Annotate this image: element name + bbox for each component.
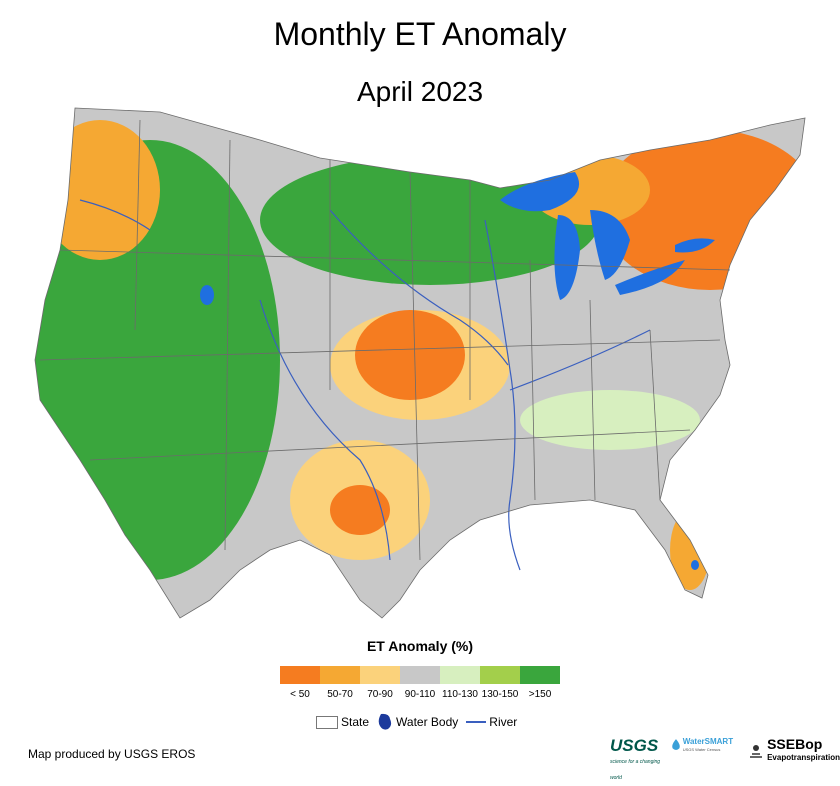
state-line bbox=[39, 339, 721, 361]
legend-title: ET Anomaly (%) bbox=[366, 638, 474, 654]
water-bodies bbox=[200, 172, 715, 570]
river-line-icon bbox=[466, 721, 487, 723]
river-symbol: River bbox=[466, 715, 517, 729]
symbol-legend: State Water Body River bbox=[316, 713, 525, 731]
legend-swatch-lt50 bbox=[280, 666, 320, 684]
ohio-river-line bbox=[509, 329, 651, 391]
river-symbol-label: River bbox=[489, 715, 518, 729]
anomaly-50-70-florida-zone bbox=[670, 510, 710, 590]
legend-label: 110-130 bbox=[442, 689, 478, 700]
water-smart-text: WaterSMART bbox=[682, 737, 734, 746]
lake-okeechobee-shape bbox=[691, 560, 699, 570]
water-smart-logo: WaterSMART USGS Water Census bbox=[683, 738, 733, 754]
water-drop-icon bbox=[671, 739, 680, 750]
state-line bbox=[59, 249, 731, 271]
water-body-icon bbox=[378, 713, 392, 730]
state-box-icon bbox=[316, 715, 338, 729]
map-credit: Map produced by USGS EROS bbox=[28, 747, 196, 761]
legend-label: < 50 bbox=[290, 689, 310, 700]
conus-map-svg bbox=[34, 107, 806, 619]
state-symbol-label: State bbox=[341, 715, 370, 729]
legend-label: >150 bbox=[528, 689, 552, 700]
lake-michigan-shape bbox=[554, 215, 580, 300]
state-line bbox=[529, 259, 536, 501]
legend-swatch-70-90 bbox=[360, 666, 400, 684]
state-borders bbox=[34, 107, 806, 619]
legend-swatch-gt150 bbox=[520, 666, 560, 684]
anomaly-50-70-pacific-nw-zone bbox=[40, 120, 160, 260]
state-symbol: State bbox=[316, 715, 369, 729]
et-raster bbox=[35, 108, 805, 618]
lake-superior-shape bbox=[500, 172, 580, 212]
ssebop-text: SSEBop bbox=[767, 736, 823, 752]
anomaly-lt50-texas-zone bbox=[330, 485, 390, 535]
state-line bbox=[589, 299, 596, 501]
state-line bbox=[224, 139, 231, 551]
et-anomaly-map bbox=[30, 100, 830, 635]
ssebop-logo: SSEBop Evapotranspiration bbox=[749, 736, 840, 764]
legend-labels: < 50 50-70 70-90 90-110 110-130 130-150 … bbox=[280, 689, 560, 700]
usgs-logo: USGS science for a changing world bbox=[610, 736, 663, 786]
map-title: Monthly ET Anomaly bbox=[273, 16, 567, 52]
state-line bbox=[649, 329, 661, 501]
state-line bbox=[134, 119, 141, 331]
legend-label: 70-90 bbox=[367, 689, 393, 700]
legend-label: 90-110 bbox=[404, 689, 436, 700]
columbia-river-line bbox=[79, 199, 151, 231]
water-body-symbol-label: Water Body bbox=[396, 715, 459, 729]
usgs-tagline: science for a changing world bbox=[610, 759, 661, 781]
legend-swatch-110-130 bbox=[440, 666, 480, 684]
lake-erie-shape bbox=[615, 260, 685, 295]
ssebop-sun-icon bbox=[750, 745, 763, 758]
legend-label: 50-70 bbox=[327, 689, 353, 700]
lake-huron-shape bbox=[590, 210, 630, 280]
state-line bbox=[89, 429, 691, 461]
legend-swatch-50-70 bbox=[320, 666, 360, 684]
legend-swatch-130-150 bbox=[480, 666, 520, 684]
great-salt-lake-shape bbox=[200, 285, 214, 305]
logo-group: USGS science for a changing world WaterS… bbox=[610, 736, 840, 786]
anomaly-gt150-north-plains-zone bbox=[260, 155, 600, 285]
water-smart-tagline: USGS Water Census bbox=[682, 747, 721, 752]
anomaly-110-130-southeast-zone bbox=[520, 390, 700, 450]
water-body-symbol: Water Body bbox=[377, 713, 458, 731]
ssebop-tagline: Evapotranspiration bbox=[767, 753, 840, 762]
lake-ontario-shape bbox=[675, 238, 715, 253]
state-line bbox=[409, 171, 421, 561]
usgs-logo-text: USGS bbox=[610, 736, 659, 755]
legend-label: 130-150 bbox=[481, 689, 519, 700]
mississippi-river-line bbox=[484, 219, 521, 571]
anomaly-lt50-central-plains-zone bbox=[355, 310, 465, 400]
rivers bbox=[79, 199, 651, 571]
legend-swatch-90-110 bbox=[400, 666, 440, 684]
rio-grande-river-line bbox=[259, 299, 391, 561]
map-subtitle: April 2023 bbox=[356, 76, 484, 107]
legend-color-bar bbox=[280, 666, 560, 684]
